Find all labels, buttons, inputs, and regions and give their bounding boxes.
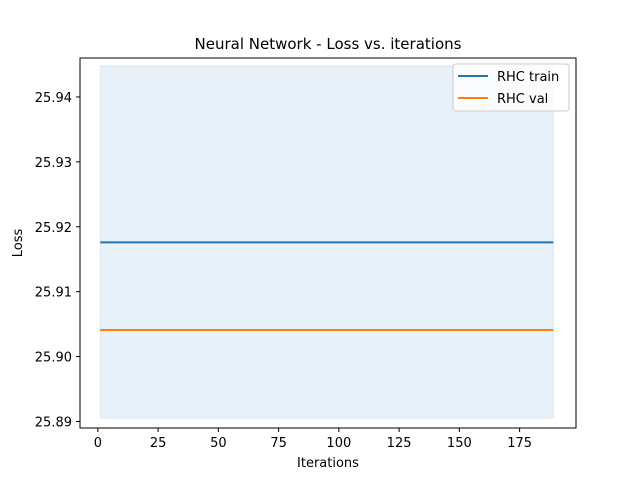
legend: RHC train RHC val xyxy=(452,63,570,112)
series-layer xyxy=(100,241,554,331)
y-tick-label: 25.91 xyxy=(35,286,72,301)
plot-frame xyxy=(79,57,577,429)
x-tick-label: 25 xyxy=(150,436,167,451)
x-tick-label: 125 xyxy=(387,436,412,451)
x-axis-ticks: 0 25 50 75 100 125 150 175 xyxy=(94,428,532,451)
y-axis-ticks: 25.89 25.90 25.91 25.92 25.93 25.94 xyxy=(35,91,80,431)
y-tick-label: 25.94 xyxy=(35,91,72,106)
x-tick-label: 75 xyxy=(270,436,287,451)
x-tick-label: 150 xyxy=(447,436,472,451)
y-axis-label: Loss xyxy=(11,229,26,258)
y-tick-label: 25.90 xyxy=(35,351,72,366)
legend-label-rhc-val: RHC val xyxy=(497,92,548,107)
y-tick-label: 25.89 xyxy=(35,416,72,431)
x-tick-label: 0 xyxy=(94,436,102,451)
legend-label-rhc-train: RHC train xyxy=(497,70,559,85)
y-tick-label: 25.92 xyxy=(35,221,72,236)
x-tick-label: 175 xyxy=(507,436,532,451)
x-tick-label: 50 xyxy=(210,436,227,451)
chart-title: Neural Network - Loss vs. iterations xyxy=(195,35,462,53)
x-axis-label: Iterations xyxy=(297,456,359,471)
x-tick-label: 100 xyxy=(326,436,351,451)
y-tick-label: 25.93 xyxy=(35,156,72,171)
